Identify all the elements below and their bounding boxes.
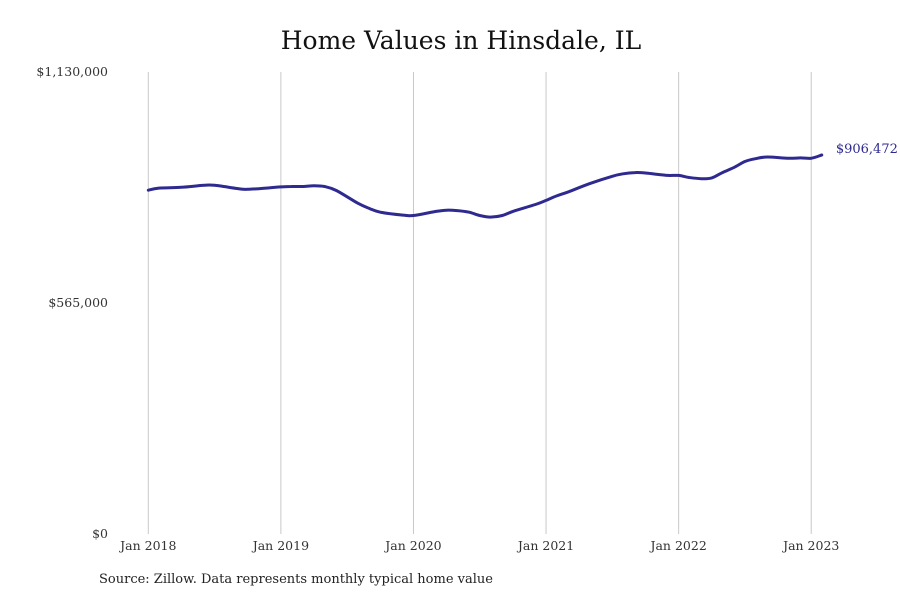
y-tick-label: $1,130,000 xyxy=(36,64,108,79)
chart-title: Home Values in Hinsdale, IL xyxy=(280,26,642,55)
y-tick-label: $0 xyxy=(92,526,108,541)
x-tick-label: Jan 2019 xyxy=(251,538,309,553)
axis-ticks: Jan 2018 Jan 2019 Jan 2020 Jan 2021 Jan 2022… xyxy=(36,64,839,553)
x-tick-label: Jan 2022 xyxy=(648,538,706,553)
gridlines xyxy=(147,72,812,534)
x-tick-label: Jan 2023 xyxy=(781,538,839,553)
end-value-label: $906,472 xyxy=(836,142,898,157)
x-tick-label: Jan 2018 xyxy=(118,538,176,553)
label-layer: $906,472 xyxy=(836,142,898,157)
source-note: Source: Zillow. Data represents monthly … xyxy=(99,572,493,587)
y-tick-label: $565,000 xyxy=(48,295,108,310)
x-tick-label: Jan 2021 xyxy=(516,538,574,553)
x-tick-label: Jan 2020 xyxy=(383,538,441,553)
series-line xyxy=(146,153,824,219)
series-layer xyxy=(146,153,824,219)
